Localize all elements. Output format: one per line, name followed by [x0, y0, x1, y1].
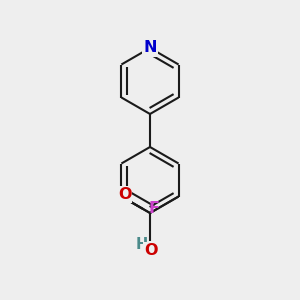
Text: O: O — [118, 187, 131, 202]
Text: F: F — [148, 201, 159, 216]
Text: O: O — [144, 244, 157, 259]
Text: H: H — [136, 237, 148, 252]
Text: N: N — [143, 40, 157, 56]
